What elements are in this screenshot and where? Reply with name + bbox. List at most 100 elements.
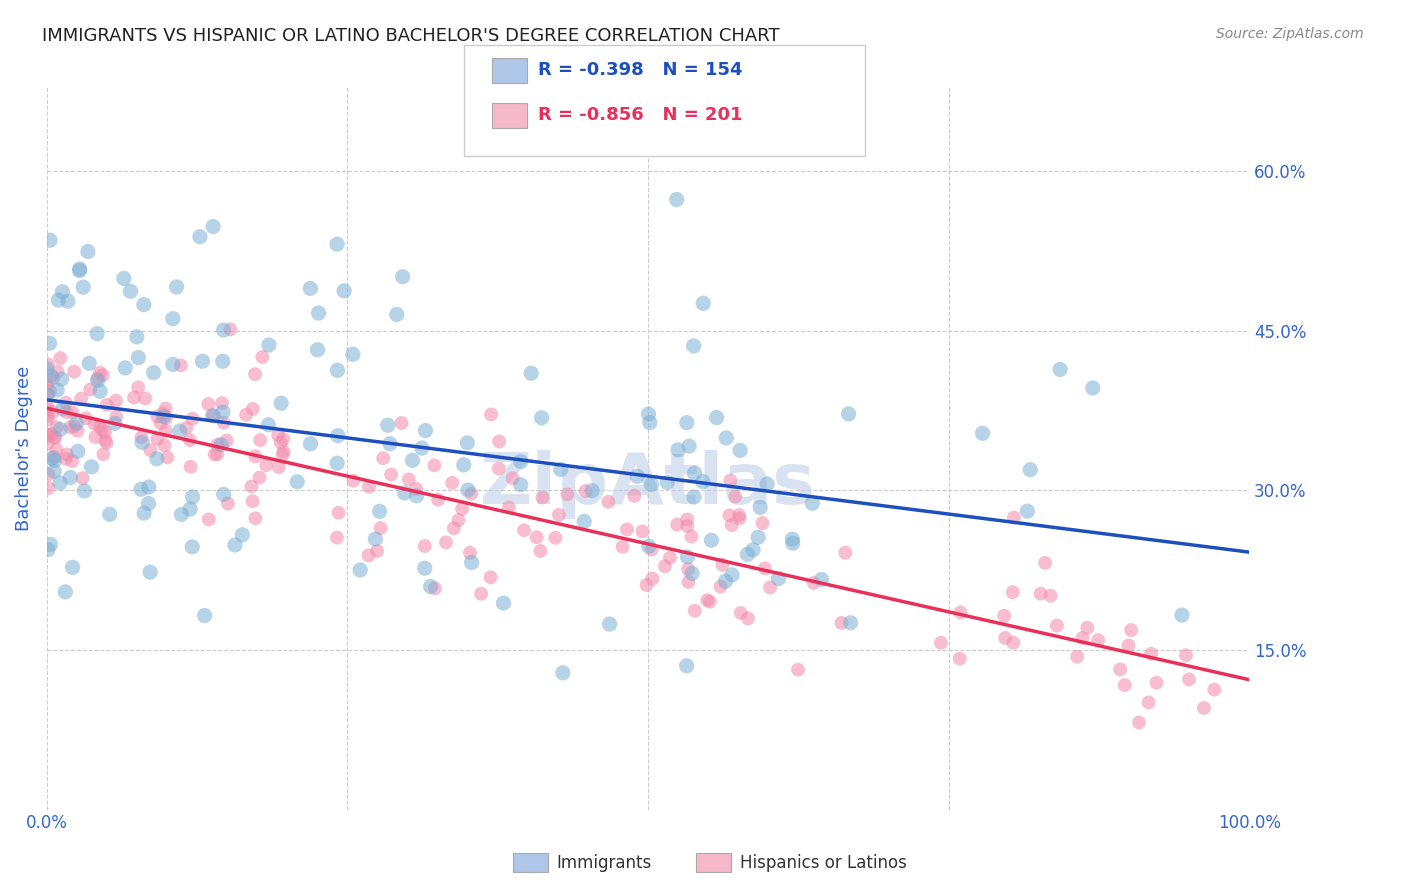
Point	[720, 474, 742, 488]
Point	[146, 409, 169, 424]
Point	[209, 438, 232, 452]
Point	[1039, 589, 1062, 603]
Point	[423, 458, 446, 473]
Point	[949, 606, 972, 620]
Point	[49, 475, 72, 490]
Point	[231, 528, 253, 542]
Point	[257, 417, 280, 432]
Point	[349, 563, 371, 577]
Point	[696, 593, 718, 607]
Point	[299, 437, 322, 451]
Point	[299, 281, 322, 295]
Point	[834, 546, 856, 560]
Point	[636, 578, 658, 592]
Point	[207, 437, 229, 451]
Point	[754, 561, 776, 575]
Point	[69, 262, 91, 277]
Point	[599, 617, 621, 632]
Point	[267, 460, 290, 475]
Point	[326, 363, 349, 377]
Point	[62, 560, 84, 574]
Point	[155, 411, 177, 425]
Point	[451, 501, 474, 516]
Point	[1071, 631, 1094, 645]
Point	[55, 396, 77, 410]
Point	[245, 450, 267, 464]
Point	[1192, 701, 1215, 715]
Point	[77, 244, 100, 259]
Point	[443, 521, 465, 535]
Point	[551, 665, 574, 680]
Point	[72, 471, 94, 485]
Point	[105, 409, 128, 424]
Point	[202, 219, 225, 234]
Point	[35, 427, 58, 442]
Point	[176, 421, 198, 435]
Point	[84, 430, 107, 444]
Point	[678, 574, 700, 589]
Point	[666, 517, 689, 532]
Point	[139, 565, 162, 579]
Point	[838, 407, 860, 421]
Point	[249, 470, 271, 484]
Point	[63, 365, 86, 379]
Point	[37, 357, 59, 371]
Point	[146, 451, 169, 466]
Point	[35, 362, 58, 376]
Point	[641, 572, 664, 586]
Point	[63, 419, 86, 434]
Point	[142, 366, 165, 380]
Point	[46, 365, 69, 379]
Point	[86, 371, 108, 385]
Point	[782, 532, 804, 546]
Point	[666, 442, 689, 457]
Point	[759, 581, 782, 595]
Point	[638, 416, 661, 430]
Point	[333, 284, 356, 298]
Point	[1114, 678, 1136, 692]
Point	[1128, 715, 1150, 730]
Point	[35, 400, 58, 414]
Point	[398, 472, 420, 486]
Point	[70, 392, 93, 406]
Point	[48, 293, 70, 307]
Point	[132, 506, 155, 520]
Point	[56, 294, 79, 309]
Point	[675, 658, 697, 673]
Point	[676, 416, 699, 430]
Point	[513, 523, 536, 537]
Point	[120, 285, 142, 299]
Point	[41, 427, 63, 442]
Point	[245, 511, 267, 525]
Point	[191, 354, 214, 368]
Point	[152, 409, 174, 424]
Point	[139, 443, 162, 458]
Point	[655, 475, 678, 490]
Point	[240, 479, 263, 493]
Point	[114, 360, 136, 375]
Point	[803, 575, 825, 590]
Point	[212, 416, 235, 430]
Point	[235, 408, 257, 422]
Point	[96, 398, 118, 412]
Point	[641, 542, 664, 557]
Point	[453, 458, 475, 472]
Point	[768, 572, 790, 586]
Point	[42, 405, 65, 419]
Point	[1002, 510, 1025, 524]
Point	[531, 491, 554, 505]
Text: IMMIGRANTS VS HISPANIC OR LATINO BACHELOR'S DEGREE CORRELATION CHART: IMMIGRANTS VS HISPANIC OR LATINO BACHELO…	[42, 27, 780, 45]
Point	[89, 366, 111, 380]
Point	[728, 443, 751, 458]
Point	[1140, 647, 1163, 661]
Point	[706, 410, 728, 425]
Point	[447, 513, 470, 527]
Point	[66, 424, 89, 438]
Point	[69, 263, 91, 277]
Point	[572, 514, 595, 528]
Point	[1033, 556, 1056, 570]
Text: Hispanics or Latinos: Hispanics or Latinos	[740, 854, 907, 871]
Point	[37, 467, 59, 482]
Point	[637, 539, 659, 553]
Point	[155, 424, 177, 438]
